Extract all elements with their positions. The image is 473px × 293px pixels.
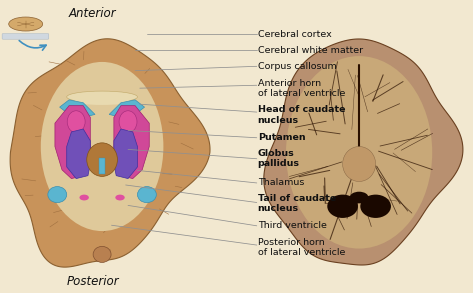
Polygon shape [10, 39, 210, 267]
Text: Corpus callosum: Corpus callosum [258, 62, 336, 71]
Text: Globus
pallidus: Globus pallidus [258, 149, 300, 168]
Ellipse shape [138, 187, 156, 203]
Text: Thalamus: Thalamus [258, 178, 304, 188]
Ellipse shape [87, 143, 117, 176]
Polygon shape [109, 100, 145, 117]
Ellipse shape [327, 195, 358, 218]
Ellipse shape [9, 17, 43, 31]
Polygon shape [114, 129, 138, 178]
Text: Head of caudate
nucleus: Head of caudate nucleus [258, 105, 345, 125]
Polygon shape [60, 100, 95, 117]
Text: Putamen: Putamen [258, 133, 306, 142]
Text: Third ventricle: Third ventricle [258, 221, 326, 230]
Text: Posterior: Posterior [66, 275, 119, 288]
Text: Posterior horn
of lateral ventricle: Posterior horn of lateral ventricle [258, 238, 345, 257]
Ellipse shape [67, 91, 138, 103]
Polygon shape [264, 39, 463, 265]
Ellipse shape [48, 187, 67, 203]
Text: Anterior horn
of lateral ventricle: Anterior horn of lateral ventricle [258, 79, 345, 98]
Text: Cerebral white matter: Cerebral white matter [258, 46, 363, 55]
Ellipse shape [93, 246, 111, 263]
Ellipse shape [350, 192, 368, 203]
Circle shape [115, 195, 125, 200]
Ellipse shape [74, 98, 131, 105]
Polygon shape [55, 106, 90, 178]
Circle shape [79, 195, 89, 200]
FancyBboxPatch shape [2, 34, 49, 39]
Text: Cerebral cortex: Cerebral cortex [258, 30, 332, 39]
Ellipse shape [342, 146, 376, 181]
Ellipse shape [41, 62, 163, 231]
Ellipse shape [67, 111, 85, 133]
Polygon shape [67, 129, 90, 178]
Text: Tail of caudate
nucleus: Tail of caudate nucleus [258, 194, 336, 213]
Text: Anterior: Anterior [69, 7, 116, 20]
Ellipse shape [360, 195, 391, 218]
Ellipse shape [286, 56, 432, 248]
Bar [99, 158, 105, 174]
Ellipse shape [119, 111, 137, 133]
Polygon shape [114, 106, 149, 178]
